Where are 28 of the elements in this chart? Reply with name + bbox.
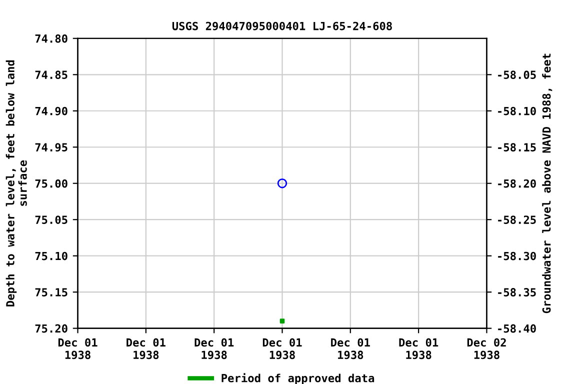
x-tick-label: Dec 02 1938 — [467, 338, 506, 360]
x-tick-label: Dec 01 1938 — [399, 338, 438, 360]
y-tick-label: 74.95 — [35, 143, 68, 152]
y-axis-title: Depth to water level, feet below land surface — [6, 60, 27, 306]
x-tick-label: Dec 01 1938 — [126, 338, 166, 360]
y2-tick-label: -58.30 — [498, 252, 536, 260]
y2-tick-label: -58.15 — [498, 143, 536, 152]
y-tick-label: 74.85 — [35, 70, 68, 80]
legend-label: Period of approved data — [222, 373, 374, 384]
chart-title: USGS 294047095000401 LJ-65-24-608 — [172, 22, 392, 30]
y2-tick-label: -58.05 — [498, 70, 536, 80]
x-tick-label: Dec 01 1938 — [58, 338, 98, 360]
y-tick-label: 75.10 — [35, 252, 68, 260]
y2-axis-title: Groundwater level above NAVD 1988, feet — [542, 54, 552, 314]
x-tick-label: Dec 01 1938 — [331, 338, 370, 360]
y-tick-label: 75.00 — [35, 179, 68, 188]
y-tick-label: 75.20 — [35, 324, 68, 333]
y2-tick-label: -58.25 — [498, 216, 536, 224]
y2-tick-label: -58.20 — [498, 179, 536, 188]
y2-tick-label: -58.40 — [498, 324, 536, 333]
y2-tick-label: -58.35 — [498, 288, 536, 296]
x-tick-label: Dec 01 1938 — [194, 338, 234, 360]
y2-tick-label: -58.10 — [498, 106, 536, 116]
y-tick-label: 74.90 — [35, 106, 68, 116]
y-tick-label: 74.80 — [35, 34, 68, 43]
y-tick-label: 75.05 — [35, 216, 68, 224]
x-tick-label: Dec 01 1938 — [262, 338, 302, 360]
y-tick-label: 75.15 — [35, 288, 68, 296]
